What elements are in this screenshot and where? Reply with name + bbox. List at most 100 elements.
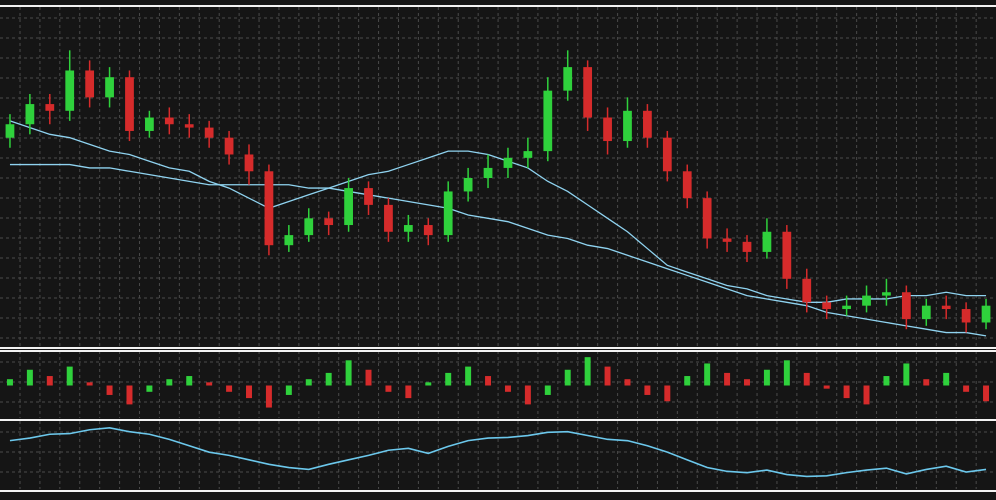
candle-body xyxy=(224,137,234,155)
candle-body xyxy=(802,278,812,303)
histogram-bar xyxy=(265,385,272,408)
candle-body xyxy=(125,77,134,131)
candle-body xyxy=(722,238,732,242)
histogram-bar xyxy=(186,376,193,386)
histogram-bar xyxy=(146,385,153,392)
candle-body xyxy=(523,151,533,158)
candle-body xyxy=(882,292,891,296)
histogram-bar xyxy=(345,360,352,386)
histogram-bar xyxy=(405,385,412,399)
histogram-bar xyxy=(365,369,372,386)
histogram-bar xyxy=(564,369,571,386)
histogram-bar xyxy=(544,385,551,395)
candle-body xyxy=(503,157,513,168)
histogram-bar xyxy=(524,385,531,405)
histogram-bar xyxy=(465,366,472,386)
histogram-bar xyxy=(246,385,252,399)
candle-body xyxy=(423,225,433,236)
candle-body xyxy=(782,231,792,279)
histogram-bar xyxy=(823,385,830,389)
candle-body xyxy=(742,241,752,252)
histogram-bar xyxy=(724,372,731,386)
candle-body xyxy=(941,305,951,310)
candle-body xyxy=(5,124,15,138)
candle-body xyxy=(981,305,991,323)
histogram-bar xyxy=(923,379,930,386)
histogram-bar xyxy=(485,376,492,386)
candle-body xyxy=(702,198,712,239)
candle-body xyxy=(901,292,911,320)
candle-body xyxy=(543,90,553,152)
histogram-bar xyxy=(604,366,611,386)
histogram-bar xyxy=(704,363,711,386)
histogram-bar xyxy=(744,379,750,386)
histogram-bar xyxy=(26,369,33,386)
histogram-bar xyxy=(285,385,292,395)
candle-body xyxy=(184,124,194,128)
histogram-bar xyxy=(783,360,790,386)
candle-body xyxy=(443,191,453,236)
histogram-bar xyxy=(664,385,671,402)
histogram-bar xyxy=(763,369,770,386)
histogram-bar xyxy=(86,382,93,386)
candle-body xyxy=(284,235,294,246)
histogram-bar xyxy=(584,357,591,386)
oscillator-line xyxy=(9,427,987,478)
candle-body xyxy=(403,225,413,232)
histogram-bar xyxy=(325,372,332,386)
histogram-bar xyxy=(385,385,392,392)
candle-body xyxy=(603,117,612,142)
candle-body xyxy=(164,117,174,125)
candle-body xyxy=(145,117,154,131)
histogram-bar xyxy=(943,372,950,386)
candle-body xyxy=(105,77,114,98)
candle-body xyxy=(921,305,931,320)
histogram-bar xyxy=(624,379,631,386)
histogram-bar xyxy=(106,385,113,395)
moving-average xyxy=(9,163,987,337)
candle-body xyxy=(204,127,214,138)
candle-body xyxy=(822,302,832,310)
histogram-bar xyxy=(963,385,970,392)
histogram-bar xyxy=(903,363,910,386)
histogram-bar xyxy=(126,385,133,405)
histogram-bar xyxy=(445,372,452,386)
candle-body xyxy=(384,204,393,232)
histogram-bar xyxy=(66,366,73,386)
histogram-bar xyxy=(425,382,432,386)
candle-body xyxy=(762,231,772,252)
candle-body xyxy=(662,137,672,172)
histogram-bar xyxy=(46,376,53,386)
marks xyxy=(5,50,991,478)
candle-body xyxy=(324,218,334,226)
candle-body xyxy=(25,104,35,125)
candle-body xyxy=(623,110,632,142)
candle-body xyxy=(264,171,274,246)
candle-body xyxy=(45,104,55,111)
histogram-bar xyxy=(644,385,651,395)
candle-body xyxy=(961,309,971,323)
candle-body xyxy=(463,178,473,192)
histogram-bar xyxy=(843,385,850,399)
candle-body xyxy=(364,188,373,205)
histogram-bar xyxy=(166,379,173,386)
histogram-bar xyxy=(803,372,810,386)
candle-body xyxy=(85,70,95,98)
candle-body xyxy=(842,305,851,310)
candle-body xyxy=(563,67,573,91)
histogram-bar xyxy=(883,376,890,386)
histogram-bar xyxy=(983,385,990,402)
histogram-bar xyxy=(684,376,691,386)
candle-body xyxy=(643,110,652,138)
candle-body xyxy=(65,70,75,111)
histogram-bar xyxy=(6,379,13,386)
candle-body xyxy=(583,67,593,118)
candle-body xyxy=(483,167,493,178)
histogram-bar xyxy=(226,385,233,392)
candle-body xyxy=(244,154,254,172)
candle-body xyxy=(344,188,353,226)
candle-body xyxy=(682,171,692,199)
histogram-bar xyxy=(206,382,213,386)
